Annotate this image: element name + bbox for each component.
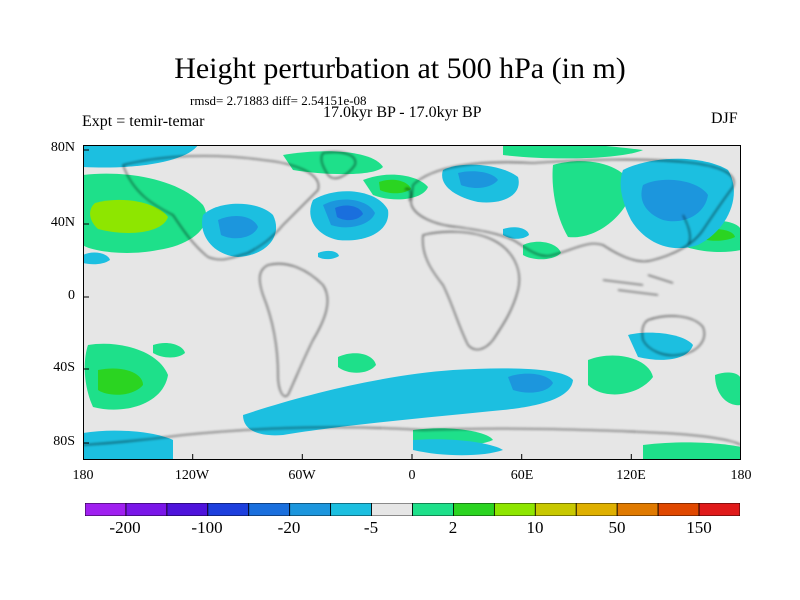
colorbar-box-14 — [657, 503, 700, 516]
colorbar-box-13 — [616, 503, 659, 516]
contour-east-edge-positive — [715, 372, 741, 406]
colorbar-box-6 — [330, 503, 372, 516]
colorbar-box-7 — [371, 503, 413, 516]
north-america-outline — [122, 155, 319, 260]
colorbar-label-2: 2 — [448, 518, 458, 537]
australia-outline — [641, 315, 705, 356]
contour-south-atlantic-small-negative — [318, 250, 339, 260]
contour-south-atlantic-positive — [338, 353, 376, 373]
colorbar-label-150: 150 — [686, 518, 712, 537]
indonesia-outline — [602, 274, 674, 296]
contour-arctic-east-positive — [503, 145, 643, 159]
x-label-120e: 120E — [616, 468, 646, 483]
antarctica-outline — [83, 426, 741, 446]
experiment-label: Expt = temir-temar — [82, 113, 205, 130]
eurasia-outline — [410, 159, 735, 262]
colorbar-box-3 — [207, 503, 250, 516]
colorbar-label-10: 10 — [526, 518, 544, 537]
contour-australia-negative — [628, 332, 693, 360]
contour-south-pacific-core — [98, 368, 143, 395]
contour-southern-ocean-negative — [243, 368, 573, 436]
contour-antarctic-negative — [83, 430, 173, 460]
x-label-180e: 180 — [730, 468, 752, 483]
africa-outline — [422, 231, 520, 350]
y-label-40s: 40S — [53, 360, 75, 375]
colorbar-box-1 — [125, 503, 168, 516]
contour-arctic-positive — [283, 151, 383, 175]
colorbar-box-10 — [493, 503, 536, 516]
colorbar-box-9 — [453, 503, 495, 516]
contour-west-edge-negative — [83, 252, 110, 265]
colorbar-label-neg200: -200 — [109, 518, 141, 537]
uk-outline — [404, 188, 412, 202]
contour-fields — [83, 145, 741, 460]
japan-outline — [682, 214, 691, 246]
x-label-60e: 60E — [510, 468, 534, 483]
x-label-120w: 120W — [174, 468, 210, 483]
colorbar-box-4 — [248, 503, 291, 516]
y-label-80s: 80S — [53, 434, 75, 449]
colorbar-box-8 — [412, 503, 454, 516]
colorbar-box-11 — [534, 503, 577, 516]
contour-arctic-negative — [83, 145, 198, 168]
contour-scandinavia-core — [458, 171, 498, 188]
contour-north-america-core — [218, 215, 258, 239]
contour-arabia-negative — [503, 227, 529, 239]
contour-southern-ocean-core — [508, 373, 553, 393]
y-label-80n: 80N — [50, 140, 75, 155]
colorbar-box-2 — [166, 503, 209, 516]
greenland-outline — [320, 151, 356, 179]
colorbar — [85, 503, 740, 516]
plot-title: Height perturbation at 500 hPa (in m) — [174, 52, 626, 85]
colorbar-label-50: 50 — [608, 518, 626, 537]
colorbar-box-0 — [85, 503, 127, 516]
contour-europe-core — [379, 179, 411, 194]
contour-arabia-positive — [523, 241, 561, 260]
x-label-0: 0 — [408, 468, 416, 483]
y-label-40n: 40N — [50, 215, 75, 230]
contour-asia-positive — [552, 161, 633, 238]
map-plot — [83, 145, 741, 460]
contour-antarctic-south-negative — [413, 439, 503, 456]
rmsd-diff-stats: rmsd= 2.71883 diff= 2.54151e-08 — [190, 93, 367, 108]
contour-bottom-right-positive — [643, 442, 741, 460]
contour-east-asia-core — [641, 179, 708, 222]
contour-north-pacific-core — [90, 199, 168, 233]
colorbar-label-neg5: -5 — [363, 518, 379, 537]
axis-ticks — [83, 149, 741, 460]
contour-south-indian-positive — [588, 355, 653, 395]
y-label-0: 0 — [68, 288, 75, 303]
coastlines — [83, 151, 741, 446]
contour-north-atlantic-core — [335, 205, 363, 221]
contour-southeast-pacific-positive — [153, 342, 185, 358]
x-label-60w: 60W — [288, 468, 316, 483]
x-label-180w: 180 — [72, 468, 94, 483]
season-label: DJF — [711, 110, 738, 127]
colorbar-label-neg100: -100 — [191, 518, 223, 537]
south-america-outline — [259, 263, 328, 397]
colorbar-box-5 — [289, 503, 332, 516]
colorbar-box-15 — [698, 503, 740, 516]
colorbar-box-12 — [575, 503, 618, 516]
plot-subtitle: 17.0kyr BP - 17.0kyr BP — [323, 104, 482, 121]
colorbar-label-neg20: -20 — [277, 518, 301, 537]
